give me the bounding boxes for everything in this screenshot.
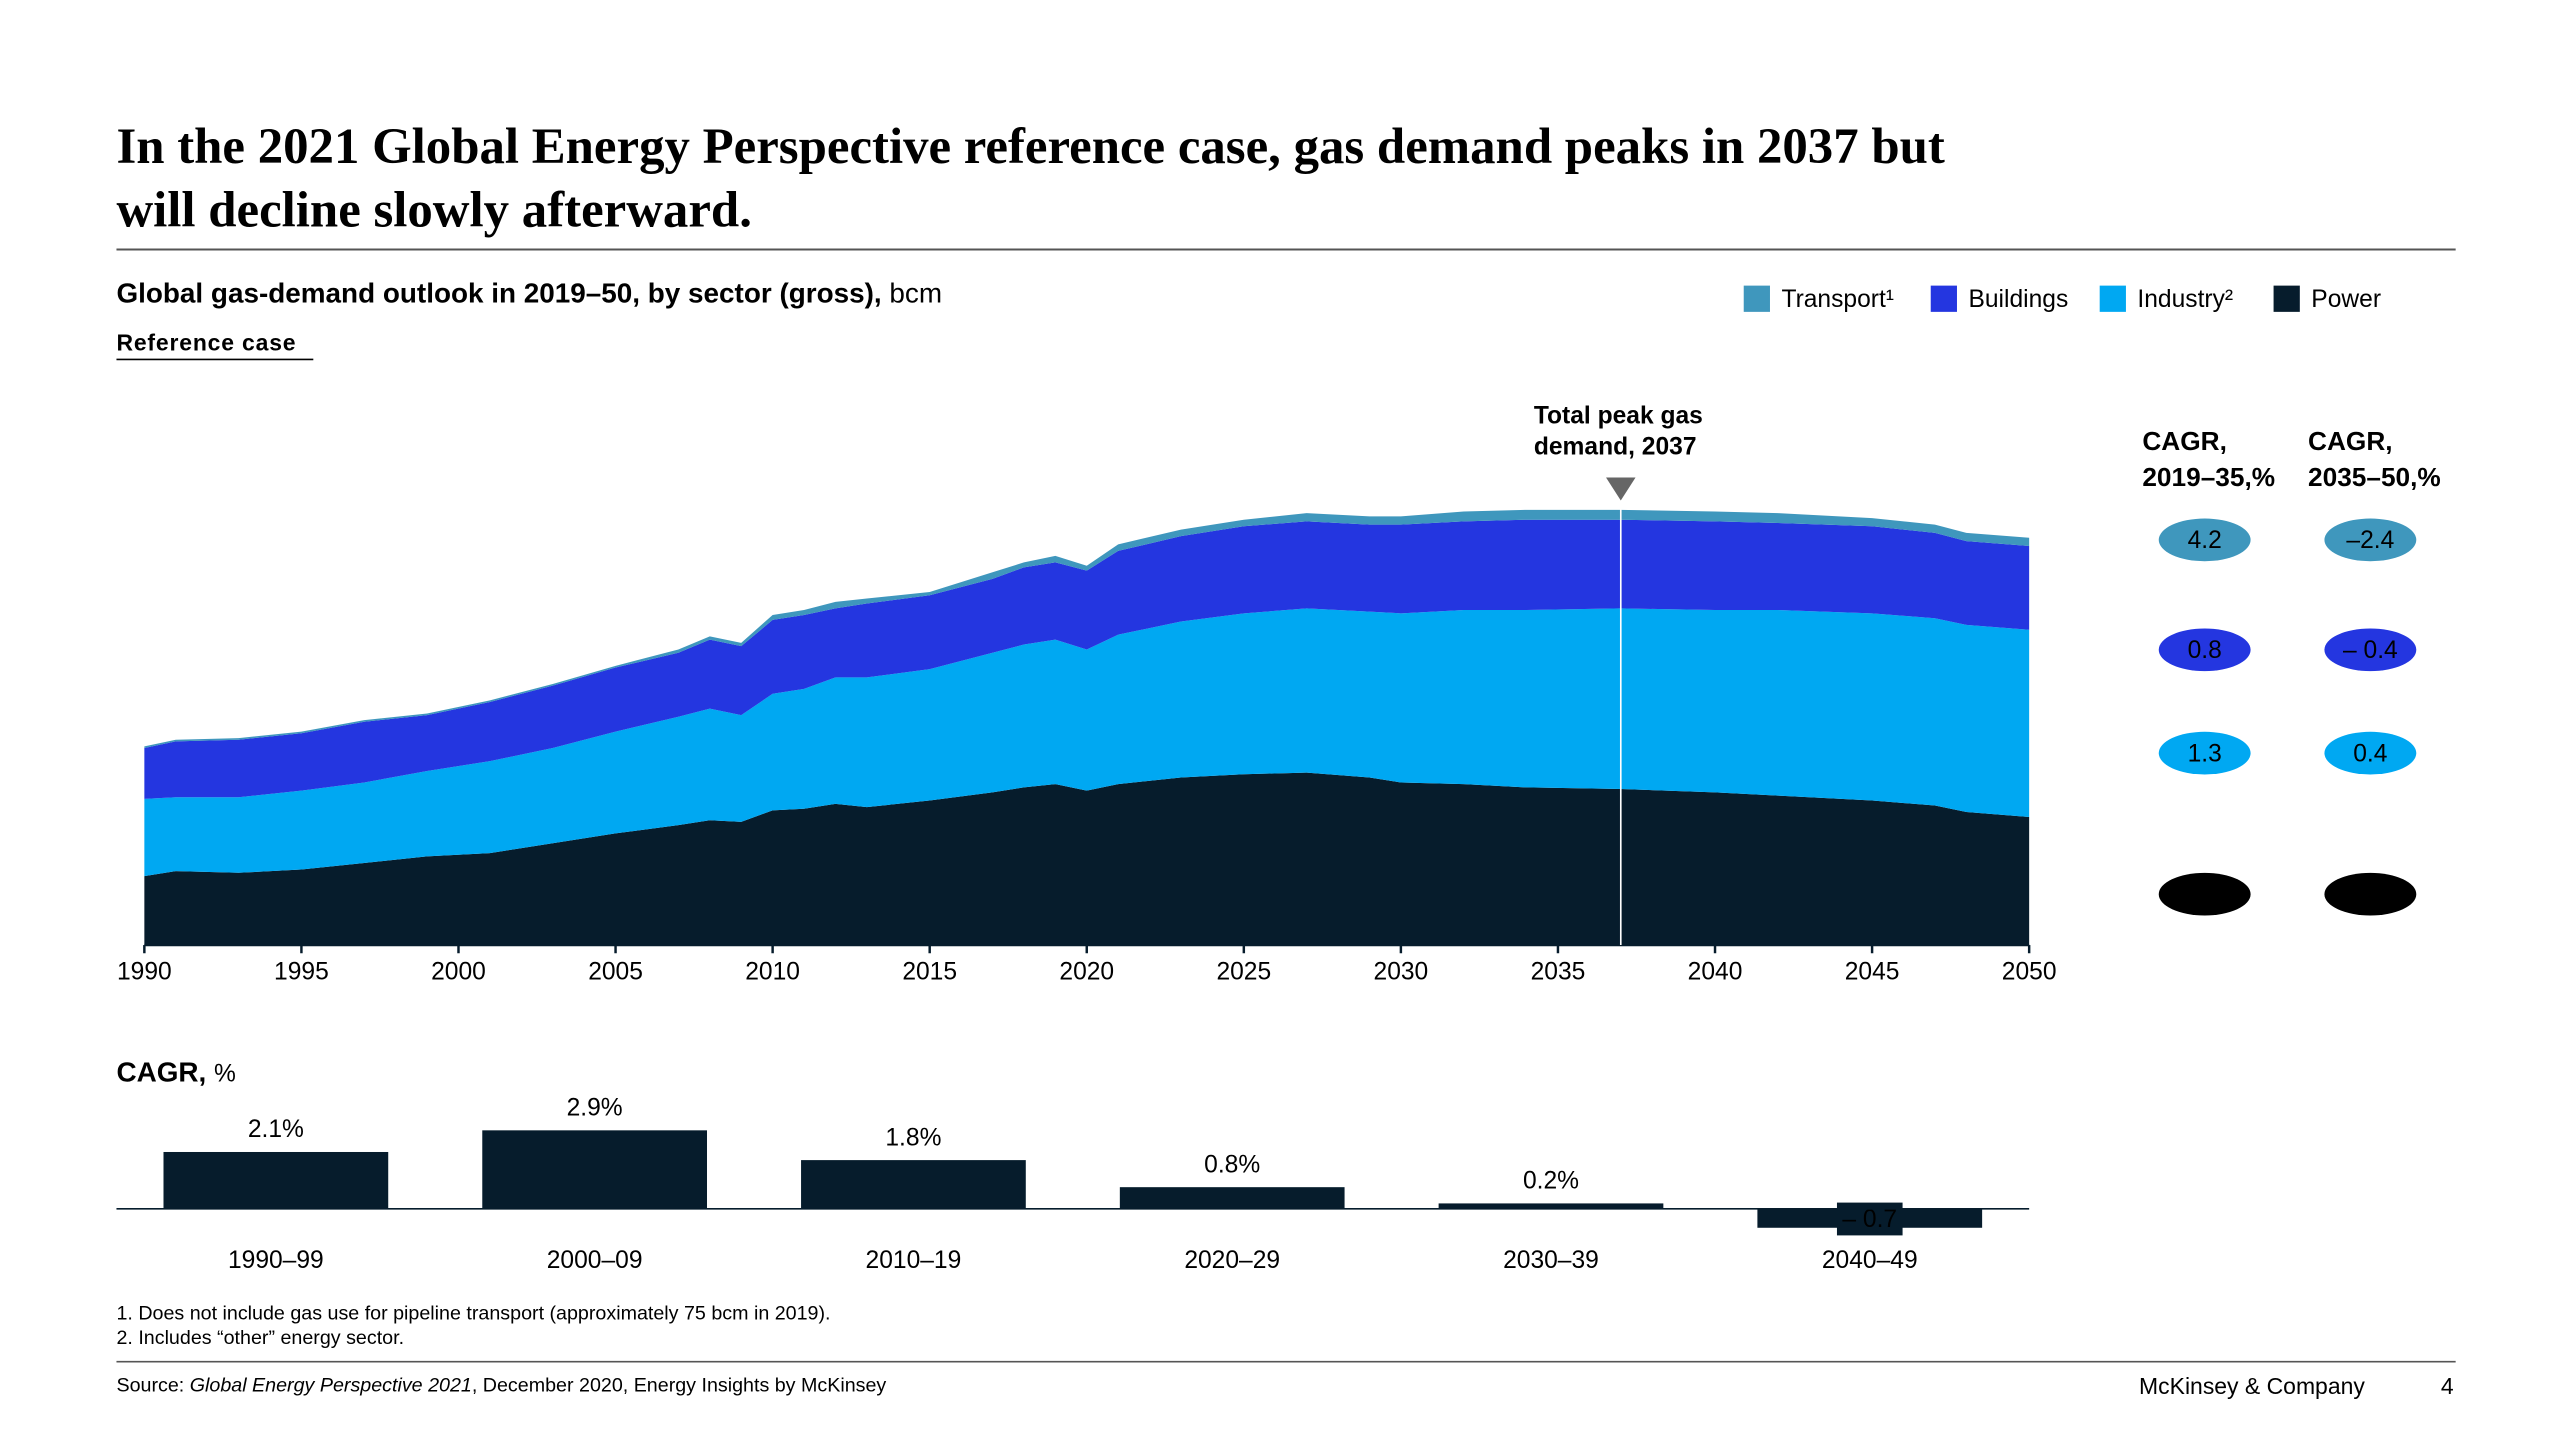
cagr-header: CAGR, <box>2308 426 2393 456</box>
cagr-bubble <box>2324 872 2417 916</box>
bar-unit: % <box>214 1060 236 1087</box>
legend-swatch <box>2099 285 2126 312</box>
x-tick-label: 2020 <box>1059 958 1114 985</box>
x-tick-label: 1990–99 <box>228 1247 324 1274</box>
x-tick-label: 2035 <box>1531 958 1586 985</box>
chart-subtitle: Reference case <box>116 330 296 356</box>
value-label: 2.9% <box>567 1095 623 1122</box>
x-tick-label: 2020–29 <box>1184 1247 1280 1274</box>
cagr-bubble <box>2158 628 2251 672</box>
x-tick-label: 2030 <box>1374 958 1429 985</box>
cagr-bubble <box>2158 731 2251 775</box>
cagr-value: – 1.4 <box>2343 881 2398 908</box>
source-title: Global Energy Perspective 2021 <box>190 1375 472 1397</box>
footnote: 1. Does not include gas use for pipeline… <box>116 1302 830 1324</box>
page-number: 4 <box>2441 1373 2454 1399</box>
cagr-header: 2019–35,% <box>2142 462 2275 492</box>
source-rest: , December 2020, Energy Insights by McKi… <box>472 1375 887 1397</box>
cagr-bubble <box>2158 872 2251 916</box>
chart-title-text: Global gas-demand outlook in 2019–50, by… <box>116 278 881 309</box>
cagr-bubble <box>2324 628 2417 672</box>
cagr-bubble <box>2324 518 2417 562</box>
legend-swatch <box>2273 285 2300 312</box>
annotation: demand, 2037 <box>1534 434 1697 461</box>
x-tick-label: 2040–49 <box>1822 1247 1918 1274</box>
x-tick-label: 2025 <box>1216 958 1271 985</box>
x-tick-label: 2030–39 <box>1503 1247 1599 1274</box>
cagr-value: 4.2 <box>2188 527 2222 554</box>
area-3 <box>144 772 2030 946</box>
footnote: 2. Includes “other” energy sector. <box>116 1327 404 1349</box>
x-tick-label: 2050 <box>2002 958 2057 985</box>
x-tick-label: 2005 <box>588 958 643 985</box>
slide-title: In the 2021 Global Energy Perspective re… <box>116 118 1944 174</box>
value-label: – 0.7 <box>1842 1206 1897 1233</box>
cagr-value: – 0.2 <box>2177 881 2232 908</box>
annotation: Total peak gas <box>1534 402 1703 429</box>
x-tick-label: 2040 <box>1688 958 1743 985</box>
x-tick-label: 1995 <box>274 958 329 985</box>
source-label: Source: <box>116 1375 184 1397</box>
x-tick-label: 2010 <box>745 958 800 985</box>
cagr-value: – 0.4 <box>2343 637 2398 664</box>
footer-company: McKinsey & Company <box>2139 1373 2365 1399</box>
cagr-bubble <box>2158 518 2251 562</box>
cagr-header: CAGR, <box>2142 426 2227 456</box>
bar <box>1438 1203 1664 1209</box>
bar <box>801 1160 1026 1209</box>
bar <box>482 1130 708 1209</box>
value-label: 1.8% <box>885 1124 941 1151</box>
legend-label: Power <box>2311 286 2381 313</box>
x-tick-label: 2015 <box>902 958 957 985</box>
cagr-bubble <box>2324 731 2417 775</box>
bar-title-text: CAGR, <box>116 1057 206 1088</box>
legend-label: Industry² <box>2137 286 2233 313</box>
bar <box>163 1151 389 1209</box>
chart-title: Global gas-demand outlook in 2019–50, by… <box>116 278 942 309</box>
legend-label: Buildings <box>1968 286 2068 313</box>
x-tick-label: 2045 <box>1845 958 1900 985</box>
area-1 <box>144 519 2030 799</box>
bar-title: CAGR, % <box>116 1057 235 1088</box>
slide-title: will decline slowly afterward. <box>116 182 751 238</box>
legend-swatch <box>1743 285 1770 312</box>
value-label: 0.8% <box>1204 1151 1260 1178</box>
x-tick-label: 1990 <box>117 958 172 985</box>
value-label: 2.1% <box>248 1116 304 1143</box>
value-label: 0.2% <box>1523 1168 1579 1195</box>
cagr-value: 0.8 <box>2188 637 2222 664</box>
cagr-value: 0.4 <box>2353 740 2387 767</box>
bar <box>1119 1187 1345 1209</box>
legend-swatch <box>1930 285 1957 312</box>
area-2 <box>144 608 2030 877</box>
cagr-value: 1.3 <box>2188 740 2222 767</box>
peak-marker <box>1606 477 1636 501</box>
x-tick-label: 2000 <box>431 958 486 985</box>
x-tick-label: 2010–19 <box>866 1247 962 1274</box>
legend-label: Transport¹ <box>1781 286 1894 313</box>
cagr-value: –2.4 <box>2346 527 2394 554</box>
x-tick-label: 2000–09 <box>547 1247 643 1274</box>
cagr-header: 2035–50,% <box>2308 462 2441 492</box>
source: Source: Global Energy Perspective 2021, … <box>116 1375 886 1397</box>
chart-unit: bcm <box>889 278 942 309</box>
